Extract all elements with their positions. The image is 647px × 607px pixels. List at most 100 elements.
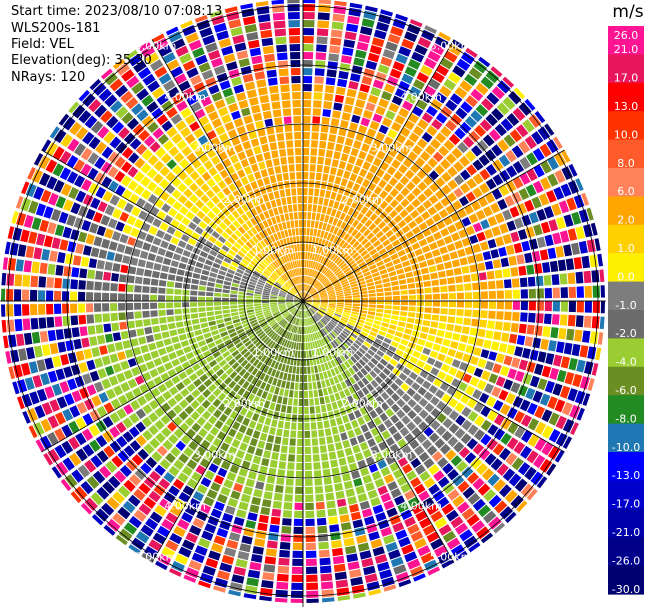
range-gate [332,280,340,286]
range-gate [380,391,390,401]
range-gate [298,406,303,414]
range-gate [296,326,299,334]
range-gate [447,166,458,178]
range-gate [327,290,335,294]
range-gate [597,332,604,345]
range-gate [318,255,323,263]
range-gate [349,249,357,257]
range-gate [299,236,303,244]
range-gate [303,382,308,390]
range-gate [236,328,245,335]
range-gate [346,180,355,189]
range-gate [364,274,373,280]
range-gate [583,315,592,328]
range-gate [178,546,192,558]
range-gate [306,358,310,366]
range-gate [88,136,101,150]
range-gate [301,276,303,283]
range-gate [51,383,63,396]
range-gate [170,66,184,78]
range-gate [102,303,110,312]
range-gate [280,265,286,273]
range-gate [319,307,327,311]
range-gate [386,507,398,518]
range-gate [266,316,274,322]
range-gate [210,542,224,553]
range-gate [365,153,375,163]
range-gate [252,396,260,405]
range-gate [428,464,440,476]
range-gate [381,225,390,234]
range-gate [9,242,19,256]
range-gate [261,334,268,342]
range-gate [360,290,368,295]
range-gate [372,226,381,235]
range-gate [274,270,280,277]
range-gate [357,493,368,503]
range-gate [327,261,334,269]
range-gate [329,299,336,301]
range-gate [73,159,85,172]
range-gate [196,510,208,522]
range-gate [319,372,324,380]
range-gate [504,195,515,207]
range-gate [275,281,282,287]
range-gate [374,196,383,206]
range-gate [416,433,427,444]
range-ring-label: 4.00km [164,499,206,512]
range-gate [447,489,460,501]
range-gate [391,121,402,132]
range-gate [457,141,469,154]
range-gate [54,444,67,459]
range-gate [54,303,62,314]
range-gate [375,132,386,142]
range-gate [39,330,49,343]
range-gate [421,131,433,143]
range-gate [334,176,342,185]
range-gate [229,410,238,420]
range-gate [488,351,498,361]
range-gate [133,60,147,73]
range-gate [267,367,273,375]
range-gate [217,323,225,329]
range-gate [359,550,372,560]
range-gate [200,322,209,329]
range-gate [435,389,445,399]
range-gate [342,205,350,214]
range-gate [263,336,270,344]
range-gate [348,80,359,90]
range-gate [459,121,472,134]
range-gate [41,248,50,261]
range-gate [477,262,486,272]
range-gate [239,133,249,143]
range-gate [182,283,191,290]
range-gate [268,467,277,476]
range-gate [405,347,414,355]
range-gate [493,400,504,412]
range-gate [158,280,167,287]
range-gate [295,285,299,293]
range-gate [275,326,282,333]
range-gate [484,260,494,270]
range-gate [434,256,443,264]
range-gate [336,135,345,144]
range-gate [352,219,360,228]
range-gate [70,491,82,504]
range-gate [519,156,531,170]
range-gate [536,236,546,248]
range-gate [600,285,605,298]
range-gate [161,265,170,273]
range-gate [403,266,412,273]
range-gate [273,411,280,420]
range-gate [143,391,154,402]
range-gate [226,539,239,550]
range-gate [423,187,434,198]
range-gate [303,172,309,180]
range-gate [235,475,246,485]
range-gate [233,242,242,250]
range-gate [298,212,303,220]
range-gate [290,220,295,228]
range-gate [411,242,421,251]
range-gate [304,298,312,301]
range-gate [287,398,293,406]
